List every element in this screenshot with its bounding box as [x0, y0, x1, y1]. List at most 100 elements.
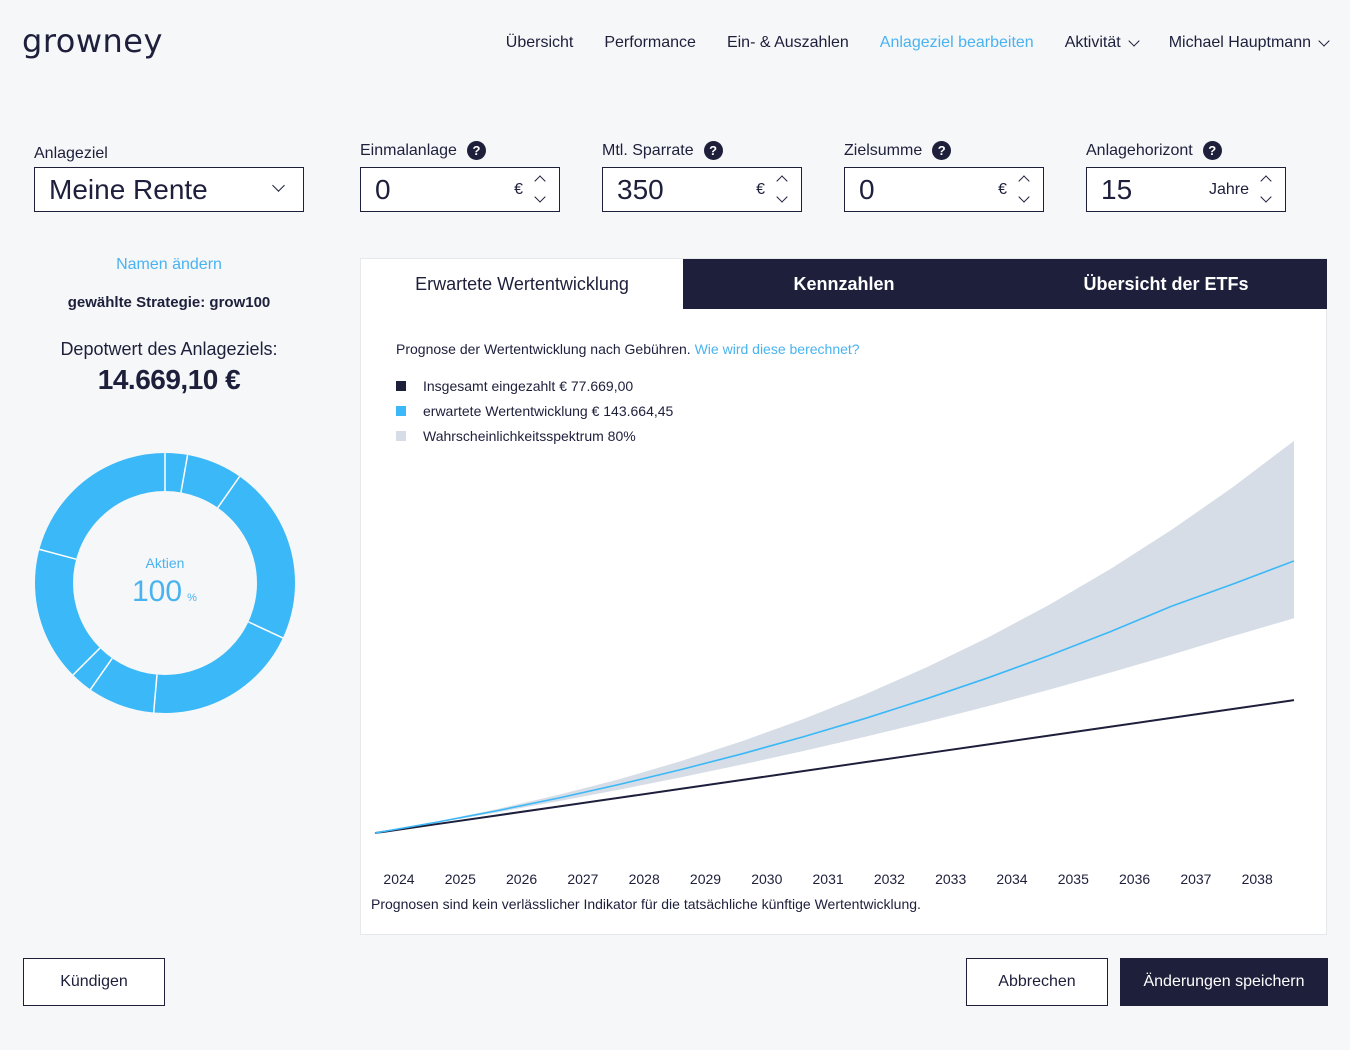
horizon-label: Anlagehorizont?	[1086, 141, 1222, 160]
nav-aktivitaet[interactable]: Aktivität	[1064, 34, 1140, 52]
chevron-down-icon[interactable]	[776, 191, 788, 203]
tab-uebersicht-etfs[interactable]: Übersicht der ETFs	[1005, 259, 1327, 309]
horizon-value: 15	[1101, 174, 1133, 205]
donut-segment-divider	[72, 647, 101, 676]
monthly-input[interactable]: 350 €	[602, 167, 802, 212]
donut-dividers	[39, 453, 284, 713]
panel-tabs: Erwartete Wertentwicklung Kennzahlen Übe…	[361, 259, 1327, 309]
chevron-up-icon[interactable]	[1018, 175, 1030, 187]
button-label: Änderungen speichern	[1143, 973, 1305, 990]
legend-item: Insgesamt eingezahlt € 77.669,00	[396, 373, 673, 398]
number-stepper[interactable]	[533, 173, 547, 207]
legend-swatch	[396, 405, 406, 416]
chevron-up-icon[interactable]	[776, 175, 788, 187]
legend-label: Wahrscheinlichkeitsspektrum 80%	[423, 427, 636, 444]
donut-segment-divider	[89, 657, 113, 690]
number-stepper[interactable]	[775, 173, 789, 207]
lump-sum-label: Einmalanlage?	[360, 141, 486, 160]
nav-ein-auszahlen[interactable]: Ein- & Auszahlen	[727, 34, 849, 52]
donut-segment-divider	[217, 476, 241, 509]
legend-swatch	[396, 380, 406, 391]
projection-chart: 2024 2025 2026 2027 2028 2029 2030 2031 2032 2033…	[374, 440, 1295, 887]
calc-info-link[interactable]: Wie wird diese berechnet?	[694, 341, 860, 357]
nav-label: Anlageziel bearbeiten	[879, 34, 1034, 51]
help-icon[interactable]: ?	[466, 141, 486, 160]
depot-label: Depotwert des Anlageziels:	[60, 339, 278, 359]
cancel-subscription-button[interactable]: Kündigen	[23, 958, 165, 1006]
donut-svg: Aktien 100 %	[35, 453, 295, 713]
x-tick-label: 2031	[813, 871, 844, 887]
goal-label: Anlageziel	[34, 145, 108, 163]
nav-label: Ein- & Auszahlen	[726, 34, 849, 51]
target-value: 0	[859, 174, 875, 205]
button-label: Abbrechen	[998, 973, 1076, 990]
chevron-down-icon	[272, 179, 285, 192]
lump-sum-unit: €	[514, 181, 523, 198]
nav-user-menu[interactable]: Michael Hauptmann	[1169, 34, 1330, 52]
nav-anlageziel-bearbeiten[interactable]: Anlageziel bearbeiten	[880, 34, 1034, 52]
number-stepper[interactable]	[1017, 173, 1031, 207]
chevron-up-icon[interactable]	[1260, 175, 1272, 187]
x-tick-label: 2033	[935, 871, 966, 887]
target-label: Zielsumme?	[844, 141, 952, 160]
growney-logo[interactable]: growney	[22, 22, 163, 60]
tab-kennzahlen[interactable]: Kennzahlen	[683, 259, 1005, 309]
legend-label: erwartete Wertentwicklung € 143.664,45	[423, 402, 674, 419]
chevron-down-icon	[1128, 34, 1140, 47]
nav-label: Übersicht	[505, 34, 574, 51]
save-changes-button[interactable]: Änderungen speichern	[1120, 958, 1328, 1006]
projection-panel: Erwartete Wertentwicklung Kennzahlen Übe…	[360, 258, 1327, 935]
x-tick-label: 2025	[445, 871, 476, 887]
target-unit: €	[998, 181, 1007, 198]
goal-select-value: Meine Rente	[49, 174, 208, 205]
abort-button[interactable]: Abbrechen	[966, 958, 1108, 1006]
probability-band	[375, 440, 1294, 834]
chevron-down-icon[interactable]	[534, 191, 546, 203]
chevron-down-icon[interactable]	[1260, 191, 1272, 203]
series-line-deposits	[374, 699, 1295, 835]
donut-segment-divider	[152, 674, 158, 713]
target-label-text: Zielsumme	[844, 141, 923, 159]
target-input[interactable]: 0 €	[844, 167, 1044, 212]
x-tick-label: 2027	[567, 871, 598, 887]
lump-sum-value: 0	[375, 174, 391, 205]
help-icon[interactable]: ?	[932, 141, 952, 160]
lump-sum-input[interactable]: 0 €	[360, 167, 560, 212]
donut-center-unit: %	[187, 592, 197, 604]
allocation-donut: Aktien 100 %	[35, 453, 295, 713]
forecast-intro: Prognose der Wertentwicklung nach Gebühr…	[396, 341, 860, 357]
monthly-unit: €	[756, 181, 765, 198]
rename-link[interactable]: Namen ändern	[116, 256, 222, 273]
x-tick-label: 2024	[383, 871, 414, 887]
help-icon[interactable]: ?	[703, 141, 723, 160]
donut-segment-divider	[248, 621, 284, 639]
button-label: Kündigen	[60, 973, 128, 990]
chevron-up-icon[interactable]	[534, 175, 546, 187]
x-tick-label: 2028	[629, 871, 660, 887]
x-tick-label: 2030	[751, 871, 782, 887]
depot-value: 14.669,10 €	[97, 364, 241, 395]
chevron-down-icon[interactable]	[1018, 191, 1030, 203]
monthly-label: Mtl. Sparrate?	[602, 141, 723, 160]
donut-center-label: Aktien	[146, 555, 185, 571]
donut-segment-divider	[180, 454, 189, 493]
chart-legend: Insgesamt eingezahlt € 77.669,00 erwarte…	[396, 373, 673, 448]
horizon-unit: Jahre	[1208, 181, 1249, 198]
strategy-text: gewählte Strategie: grow100	[67, 294, 271, 311]
nav-performance[interactable]: Performance	[604, 34, 696, 52]
help-icon[interactable]: ?	[1202, 141, 1222, 160]
legend-label: Insgesamt eingezahlt € 77.669,00	[423, 377, 634, 394]
horizon-input[interactable]: 15 Jahre	[1086, 167, 1286, 212]
x-tick-label: 2036	[1119, 871, 1150, 887]
nav-uebersicht[interactable]: Übersicht	[506, 34, 574, 52]
nav-label: Aktivität	[1064, 34, 1121, 51]
number-stepper[interactable]	[1259, 173, 1273, 207]
x-tick-label: 2037	[1180, 871, 1211, 887]
x-tick-label: 2035	[1058, 871, 1089, 887]
forecast-intro-text: Prognose der Wertentwicklung nach Gebühr…	[396, 341, 691, 357]
goal-select[interactable]: Meine Rente	[34, 167, 304, 212]
nav-label: Performance	[604, 34, 696, 51]
disclaimer: Prognosen sind kein verlässlicher Indika…	[371, 896, 921, 912]
x-tick-label: 2032	[874, 871, 905, 887]
tab-erwartete-wertentwicklung[interactable]: Erwartete Wertentwicklung	[361, 259, 683, 309]
